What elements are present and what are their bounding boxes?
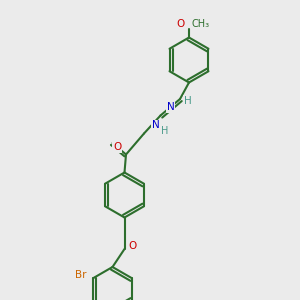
- Text: N: N: [152, 120, 159, 130]
- Text: N: N: [167, 102, 174, 112]
- Text: O: O: [176, 19, 185, 29]
- Text: CH₃: CH₃: [191, 19, 209, 29]
- Text: H: H: [161, 125, 168, 136]
- Text: Br: Br: [75, 270, 86, 280]
- Text: H: H: [184, 95, 191, 106]
- Text: O: O: [128, 241, 137, 251]
- Text: O: O: [113, 142, 121, 152]
